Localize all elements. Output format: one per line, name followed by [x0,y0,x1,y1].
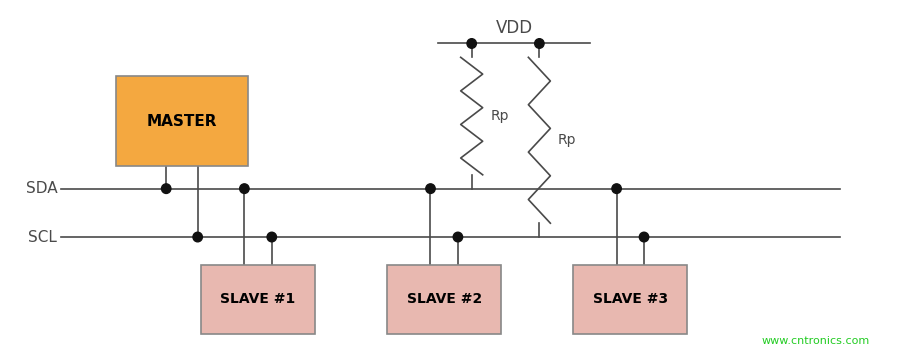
Text: Rp: Rp [491,109,508,123]
Ellipse shape [193,232,202,242]
Ellipse shape [535,39,544,48]
Ellipse shape [267,232,276,242]
Text: SLAVE #2: SLAVE #2 [407,292,482,306]
Text: MASTER: MASTER [147,114,217,129]
Ellipse shape [467,39,476,48]
Text: www.cntronics.com: www.cntronics.com [761,336,869,346]
Ellipse shape [426,184,436,193]
Ellipse shape [454,232,463,242]
FancyBboxPatch shape [573,265,688,334]
Text: SLAVE #1: SLAVE #1 [220,292,296,306]
FancyBboxPatch shape [116,76,248,166]
Text: SDA: SDA [25,181,58,196]
Text: VDD: VDD [495,19,533,37]
Ellipse shape [612,184,621,193]
Text: Rp: Rp [558,133,577,147]
FancyBboxPatch shape [387,265,501,334]
Text: SCL: SCL [28,230,58,244]
Text: SLAVE #3: SLAVE #3 [593,292,668,306]
Ellipse shape [161,184,171,193]
FancyBboxPatch shape [201,265,315,334]
Ellipse shape [639,232,649,242]
Ellipse shape [239,184,249,193]
